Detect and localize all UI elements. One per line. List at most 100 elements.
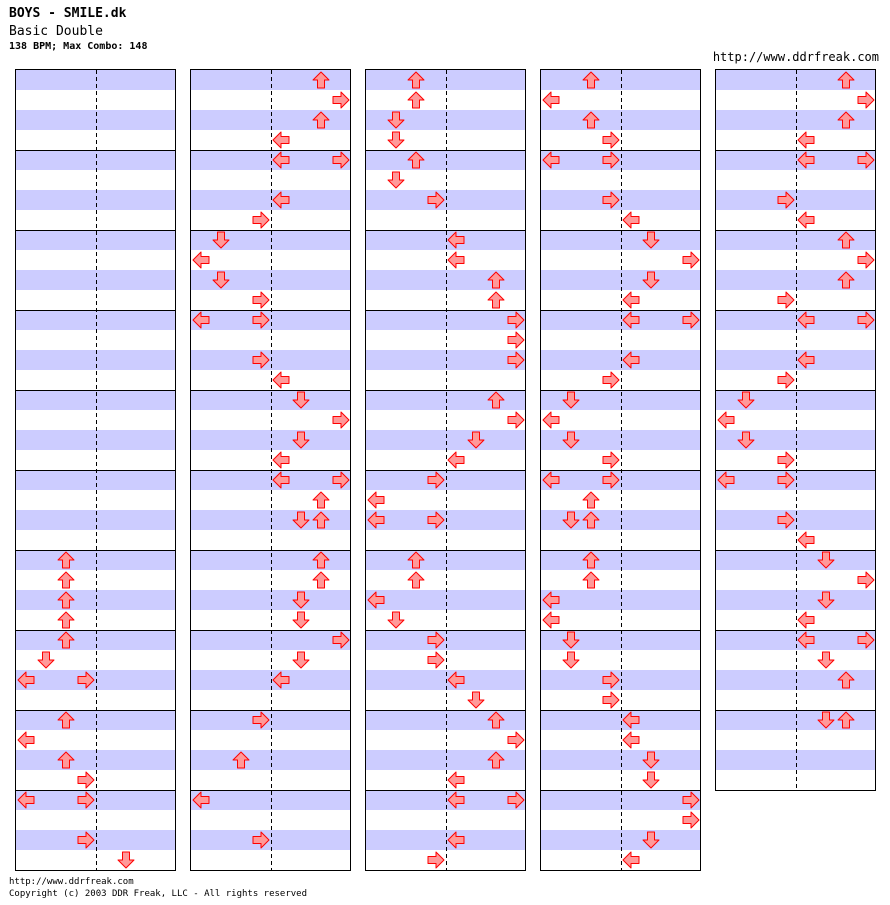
- beat-stripe: [541, 710, 700, 730]
- beat-stripe: [541, 150, 700, 170]
- beat-stripe: [541, 630, 700, 650]
- left-arrow-icon: [797, 631, 815, 649]
- beat-stripe: [366, 750, 525, 770]
- down-arrow-icon: [562, 511, 580, 529]
- beat-stripe: [716, 310, 875, 330]
- left-arrow-icon: [367, 511, 385, 529]
- right-arrow-icon: [77, 771, 95, 789]
- right-arrow-icon: [427, 471, 445, 489]
- beat-stripe: [366, 350, 525, 370]
- beat-stripe: [366, 390, 525, 410]
- beat-stripe: [716, 110, 875, 130]
- down-arrow-icon: [292, 511, 310, 529]
- left-arrow-icon: [367, 591, 385, 609]
- beat-stripe: [541, 470, 700, 490]
- up-arrow-icon: [312, 511, 330, 529]
- up-arrow-icon: [487, 751, 505, 769]
- right-arrow-icon: [857, 251, 875, 269]
- right-arrow-icon: [332, 471, 350, 489]
- chart-column: [540, 69, 701, 871]
- beat-stripe: [191, 310, 350, 330]
- right-arrow-icon: [602, 671, 620, 689]
- up-arrow-icon: [57, 711, 75, 729]
- left-arrow-icon: [797, 151, 815, 169]
- beat-stripe: [16, 630, 175, 650]
- right-arrow-icon: [857, 311, 875, 329]
- down-arrow-icon: [642, 271, 660, 289]
- left-arrow-icon: [447, 791, 465, 809]
- beat-stripe: [366, 70, 525, 90]
- right-arrow-icon: [332, 151, 350, 169]
- beat-stripe: [16, 110, 175, 130]
- right-arrow-icon: [602, 691, 620, 709]
- column-border: [715, 69, 876, 791]
- up-arrow-icon: [582, 111, 600, 129]
- left-arrow-icon: [797, 311, 815, 329]
- beat-stripe: [541, 70, 700, 90]
- beat-stripe: [716, 150, 875, 170]
- right-arrow-icon: [252, 711, 270, 729]
- beat-stripe: [716, 750, 875, 770]
- up-arrow-icon: [837, 231, 855, 249]
- up-arrow-icon: [837, 671, 855, 689]
- page-title: BOYS - SMILE.dk: [9, 6, 127, 21]
- left-arrow-icon: [797, 131, 815, 149]
- beat-stripe: [366, 670, 525, 690]
- left-arrow-icon: [272, 151, 290, 169]
- left-arrow-icon: [447, 671, 465, 689]
- down-arrow-icon: [292, 591, 310, 609]
- right-arrow-icon: [777, 511, 795, 529]
- chart-column: [715, 69, 876, 791]
- left-arrow-icon: [272, 671, 290, 689]
- down-arrow-icon: [642, 231, 660, 249]
- beat-stripe: [366, 110, 525, 130]
- beat-stripe: [191, 630, 350, 650]
- beat-stripe: [541, 430, 700, 450]
- right-arrow-icon: [332, 411, 350, 429]
- left-arrow-icon: [622, 851, 640, 869]
- up-arrow-icon: [312, 71, 330, 89]
- left-arrow-icon: [797, 211, 815, 229]
- beat-stripe: [541, 270, 700, 290]
- beat-stripe: [366, 230, 525, 250]
- beat-stripe: [16, 550, 175, 570]
- beat-stripe: [191, 270, 350, 290]
- column-border: [540, 69, 701, 871]
- right-arrow-icon: [602, 371, 620, 389]
- right-arrow-icon: [252, 211, 270, 229]
- left-arrow-icon: [17, 671, 35, 689]
- beat-stripe: [716, 590, 875, 610]
- beat-stripe: [16, 430, 175, 450]
- down-arrow-icon: [642, 771, 660, 789]
- song-info: 138 BPM; Max Combo: 148: [9, 41, 148, 52]
- up-arrow-icon: [582, 71, 600, 89]
- up-arrow-icon: [582, 571, 600, 589]
- up-arrow-icon: [407, 71, 425, 89]
- left-arrow-icon: [17, 731, 35, 749]
- up-arrow-icon: [312, 491, 330, 509]
- beat-stripe: [541, 550, 700, 570]
- beat-stripe: [541, 510, 700, 530]
- up-arrow-icon: [57, 551, 75, 569]
- up-arrow-icon: [57, 571, 75, 589]
- beat-stripe: [716, 670, 875, 690]
- down-arrow-icon: [562, 431, 580, 449]
- left-arrow-icon: [192, 791, 210, 809]
- right-arrow-icon: [857, 631, 875, 649]
- beat-stripe: [541, 190, 700, 210]
- left-arrow-icon: [272, 191, 290, 209]
- left-arrow-icon: [542, 151, 560, 169]
- right-arrow-icon: [77, 831, 95, 849]
- down-arrow-icon: [387, 171, 405, 189]
- up-arrow-icon: [487, 711, 505, 729]
- beat-stripe: [716, 710, 875, 730]
- beat-stripe: [16, 830, 175, 850]
- beat-stripe: [541, 750, 700, 770]
- down-arrow-icon: [737, 431, 755, 449]
- right-arrow-icon: [682, 311, 700, 329]
- beat-stripe: [716, 390, 875, 410]
- down-arrow-icon: [467, 431, 485, 449]
- right-arrow-icon: [507, 331, 525, 349]
- up-arrow-icon: [582, 551, 600, 569]
- up-arrow-icon: [582, 511, 600, 529]
